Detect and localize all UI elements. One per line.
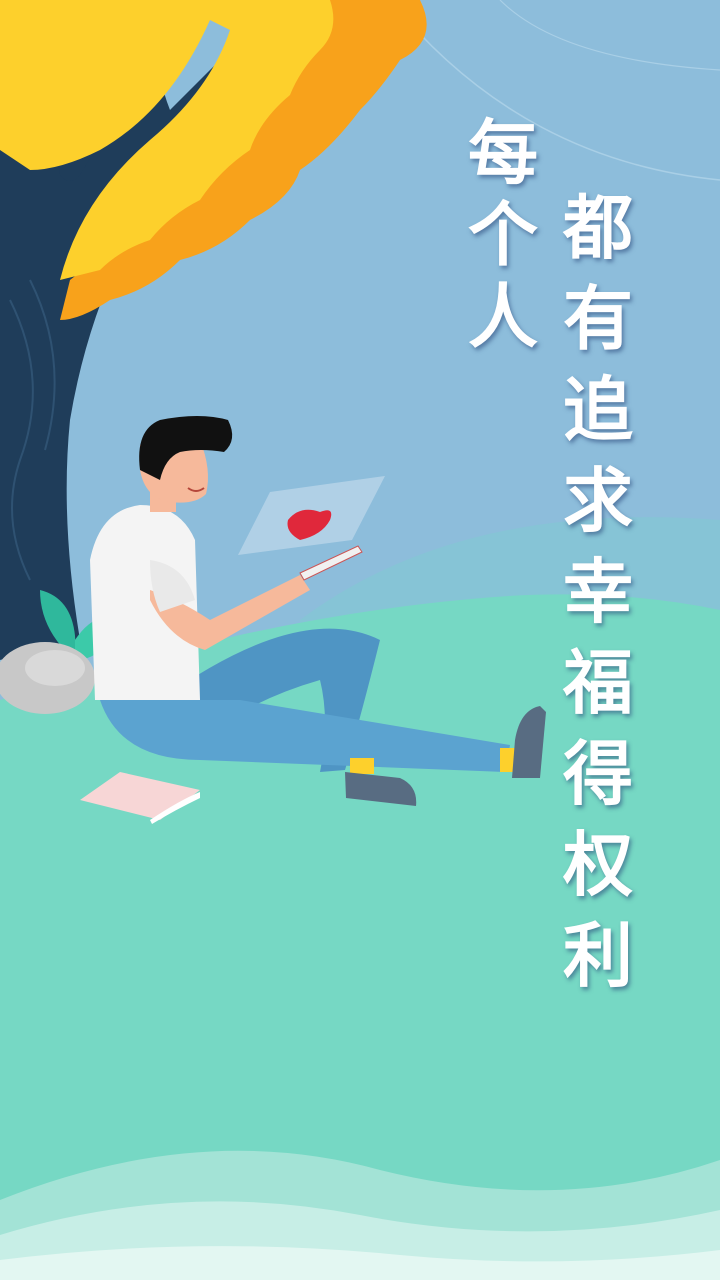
man-shoe: [512, 706, 546, 778]
slogan-char: 都: [563, 186, 633, 269]
slogan-char: 有: [563, 277, 633, 360]
man-shoe: [345, 772, 417, 806]
wave-front: [0, 1246, 720, 1280]
man-sleeve: [150, 560, 195, 612]
man-shirt: [90, 505, 200, 700]
slogan-char: 权: [563, 823, 633, 906]
slogan-char: 求: [563, 459, 633, 542]
man-sock: [350, 758, 374, 774]
rock-highlight: [25, 650, 85, 686]
slogan-column-2: 都 有 追 求 幸 福 得 权 利: [563, 182, 633, 1001]
foliage-orange: [60, 0, 427, 320]
heart-icon: [287, 509, 332, 540]
slogan-char: 幸: [563, 550, 633, 633]
slogan-char: 每: [468, 111, 538, 194]
trunk-texture: [29, 279, 56, 451]
man-hair: [139, 416, 233, 480]
slogan-char: 追: [563, 368, 633, 451]
slogan-char: 福: [563, 641, 633, 724]
slogan-char: 个: [468, 193, 538, 276]
sky-line: [389, 0, 720, 181]
slogan-char: 人: [468, 275, 538, 358]
book-page: [150, 792, 200, 824]
slogan-char: 利: [563, 914, 633, 997]
man-arm: [150, 575, 310, 650]
slogan-char: 得: [563, 732, 633, 815]
slogan-column-1: 每 个 人: [468, 112, 538, 358]
foliage-yellow: [0, 0, 334, 280]
man-mouth: [187, 487, 205, 492]
sky-line: [499, 0, 720, 71]
trunk-texture: [9, 299, 34, 581]
tablet: [299, 545, 363, 581]
man-leg-front: [100, 700, 510, 772]
plant-leaf: [40, 590, 76, 660]
